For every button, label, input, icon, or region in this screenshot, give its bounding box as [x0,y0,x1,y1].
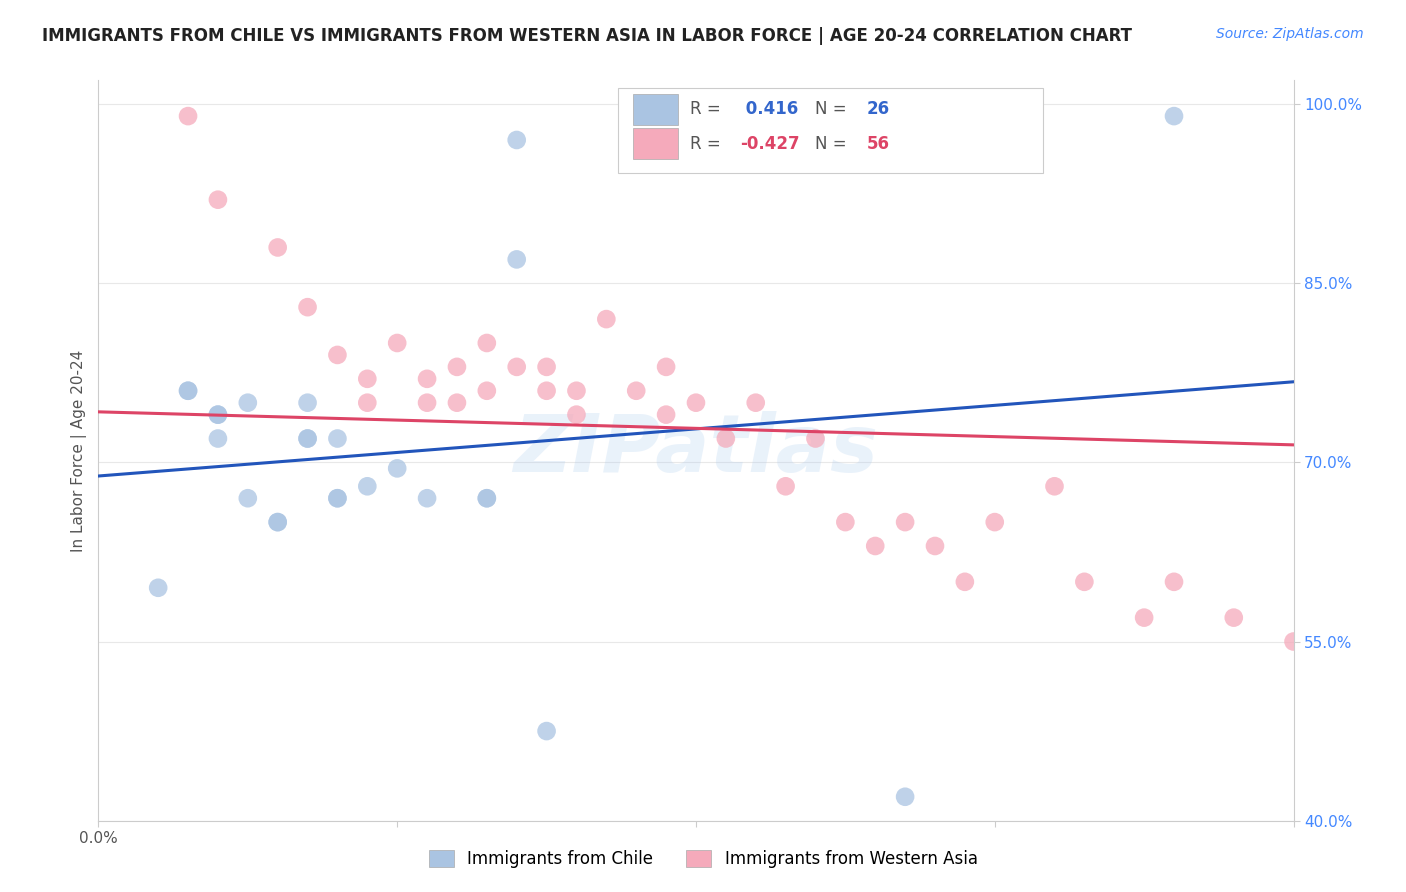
Text: 26: 26 [868,100,890,118]
Point [267,515,290,529]
Point [236,395,259,409]
Point [297,432,319,446]
Point [416,372,439,386]
Point [655,408,678,422]
Bar [633,94,678,125]
Point [775,479,797,493]
Point [177,109,200,123]
Point [1163,574,1185,589]
Point [1282,634,1305,648]
Text: 56: 56 [868,135,890,153]
Point [385,336,409,351]
Point [714,432,737,446]
Point [475,491,498,506]
Point [267,515,290,529]
Point [148,581,170,595]
Y-axis label: In Labor Force | Age 20-24: In Labor Force | Age 20-24 [72,350,87,551]
Point [416,491,439,506]
Point [1372,610,1395,624]
Text: N =: N = [815,100,852,118]
Point [565,384,588,398]
Point [506,133,529,147]
Point [506,252,529,267]
Point [326,491,349,506]
Point [894,789,917,804]
Point [924,539,946,553]
Point [506,359,529,374]
Point [894,515,917,529]
Point [207,408,229,422]
Point [565,408,588,422]
Text: Source: ZipAtlas.com: Source: ZipAtlas.com [1216,27,1364,41]
Point [297,432,319,446]
Text: R =: R = [690,100,725,118]
Point [1043,479,1066,493]
Point [177,384,200,398]
Text: IMMIGRANTS FROM CHILE VS IMMIGRANTS FROM WESTERN ASIA IN LABOR FORCE | AGE 20-24: IMMIGRANTS FROM CHILE VS IMMIGRANTS FROM… [42,27,1132,45]
Point [1073,574,1095,589]
Point [865,539,887,553]
Text: 0.416: 0.416 [740,100,799,118]
Point [1163,109,1185,123]
Point [385,461,409,475]
Point [745,395,768,409]
Point [475,336,498,351]
Bar [619,87,1043,173]
Point [475,384,498,398]
Text: R =: R = [690,135,725,153]
Point [326,348,349,362]
Point [595,312,617,326]
Point [356,372,378,386]
Point [446,359,468,374]
Point [536,359,558,374]
Point [297,300,319,314]
Point [834,515,856,529]
Point [416,395,439,409]
Point [446,395,468,409]
Point [475,491,498,506]
Text: ZIPatlas: ZIPatlas [513,411,879,490]
Point [804,432,827,446]
Point [655,359,678,374]
Legend: Immigrants from Chile, Immigrants from Western Asia: Immigrants from Chile, Immigrants from W… [422,843,984,875]
Text: -0.427: -0.427 [740,135,800,153]
Point [1133,610,1156,624]
Point [1312,515,1334,529]
Point [953,574,976,589]
Point [1223,610,1246,624]
Point [207,193,229,207]
Point [326,491,349,506]
Point [326,432,349,446]
Point [685,395,707,409]
Point [236,491,259,506]
Point [356,479,378,493]
Bar [633,128,678,160]
Point [207,408,229,422]
Point [356,395,378,409]
Text: N =: N = [815,135,852,153]
Point [626,384,648,398]
Point [177,384,200,398]
Point [984,515,1007,529]
Point [536,384,558,398]
Point [297,395,319,409]
Point [267,240,290,254]
Point [207,432,229,446]
Point [536,724,558,739]
